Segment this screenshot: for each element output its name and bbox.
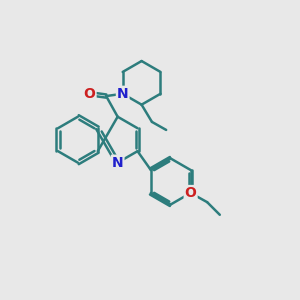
Text: N: N xyxy=(112,156,124,170)
Text: O: O xyxy=(185,186,197,200)
Text: O: O xyxy=(84,87,96,101)
Text: N: N xyxy=(117,87,128,101)
